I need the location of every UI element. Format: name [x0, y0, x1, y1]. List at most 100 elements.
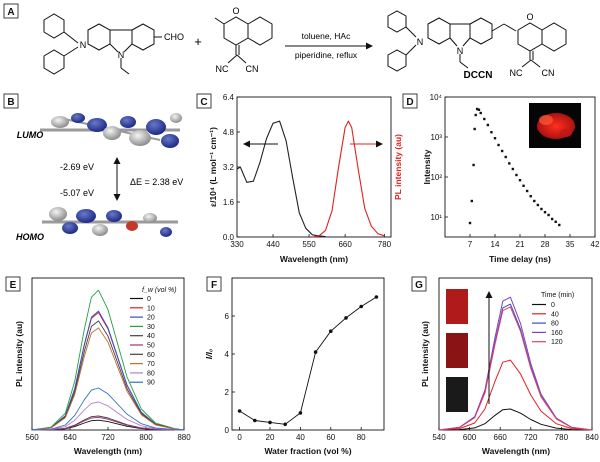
legend-entry: 60: [147, 352, 155, 359]
y-tick-label: 3.2: [223, 163, 235, 172]
product-structure: [387, 10, 567, 72]
r1-aldehyde: CHO: [164, 32, 184, 42]
spectrum-fw-60: [31, 320, 185, 431]
decay-data-point: [470, 199, 473, 203]
decay-data-point: [475, 107, 479, 111]
decay-data-point: [522, 184, 525, 187]
spectrum-time-40: [438, 359, 593, 431]
decay-data-point: [472, 163, 475, 167]
legend-entry: 0: [147, 296, 151, 303]
panel-b-label: B: [7, 97, 14, 108]
panel-e-series: [31, 289, 185, 431]
x-tick-label: 7: [468, 240, 473, 249]
decay-data-point: [536, 203, 540, 207]
panel-d-badge: [402, 93, 418, 109]
photo-dark: [446, 377, 468, 412]
legend-entry: 10: [147, 305, 155, 312]
decay-data-point: [540, 207, 543, 211]
decay-data-point: [525, 189, 529, 193]
energy-gap: ΔE = 2.38 eV: [130, 177, 183, 187]
legend-entry: 0: [551, 302, 555, 309]
y-tick-label: 0: [225, 426, 230, 435]
x-tick-label: 28: [541, 240, 550, 249]
panel-e: E 560 640 720 800 880 f_w (vol %) 0 10 20 30 40 50…: [5, 276, 191, 456]
panel-e-frame: [31, 277, 185, 431]
ratio-data-point: [313, 350, 318, 354]
decay-data-point: [500, 149, 504, 153]
product-carbazole-n: N: [457, 46, 464, 56]
legend-entry: 70: [147, 361, 155, 368]
legend-entry: 120: [551, 339, 563, 346]
spectrum-fw-10: [31, 312, 185, 431]
x-tick-label: 780: [555, 433, 569, 442]
panel-g: G 540 600 660 720 780 840 Time (min) 0 40 80 160 1…: [411, 276, 599, 456]
decay-data-point: [558, 223, 561, 227]
panel-c-yticks: 0.0 1.6 3.2 4.8 6.4: [223, 93, 240, 242]
product-nitrile-left: NC: [510, 68, 523, 78]
panel-e-legend: f_w (vol %) 0 10 20 30 40 50 60 70 80 90: [130, 287, 177, 387]
panel-f-ylabel: I/I₀: [204, 348, 214, 359]
panel-e-xlabel: Wavelength (nm): [74, 446, 142, 456]
panel-a: A N N CHO + O: [3, 3, 567, 81]
panel-e-badge: [5, 276, 21, 292]
panel-f-xticks: 0 20 40 60 80: [237, 427, 366, 442]
spectrum-time-0: [438, 408, 593, 431]
aggregate-photos: [446, 289, 468, 412]
panel-f-xlabel: Water fraction (vol %): [264, 446, 351, 456]
panel-e-xticks: 560 640 720 800 880: [25, 427, 191, 442]
decay-data-point: [554, 220, 557, 223]
lumo-orbital-image: [40, 113, 182, 148]
decay-data-point: [473, 127, 476, 131]
panel-d-ylabel: Intensity: [422, 149, 432, 184]
panel-g-frame: [438, 277, 593, 431]
decay-data-point: [474, 113, 477, 117]
lumo-label: LUMO: [17, 130, 44, 140]
panel-c-ylabel-right: PL intensity (au): [393, 134, 403, 200]
product-nitrile-right: CN: [542, 68, 555, 78]
ratio-data-point: [374, 295, 379, 299]
spectrum-fw-90: [31, 387, 185, 431]
panel-g-series: [438, 296, 593, 431]
x-tick-label: 720: [524, 433, 538, 442]
x-tick-label: 800: [139, 433, 153, 442]
x-tick-label: 14: [491, 240, 500, 249]
r2-nitrile-left: NC: [216, 64, 229, 74]
panel-g-badge: [411, 276, 427, 292]
lumo-energy: -2.69 eV: [60, 162, 94, 172]
panel-f-series: [237, 295, 379, 427]
y-tick-label: 6.4: [223, 93, 235, 102]
panel-b: B LUMO -2.69 eV ΔE = 2.38 eV -5.07 eV: [3, 93, 183, 242]
intensity-ratio-line: [239, 296, 377, 425]
legend-entry: 50: [147, 343, 155, 350]
x-tick-label: 80: [357, 433, 366, 442]
legend-entry: 20: [147, 315, 155, 322]
decay-data-point: [508, 162, 511, 165]
spectrum-fw-30: [31, 289, 185, 431]
y-tick-label: 4.8: [223, 128, 235, 137]
decay-data-point: [511, 167, 515, 171]
y-tick-label: 1.6: [223, 198, 235, 207]
y-tick-label: 0.0: [223, 233, 235, 242]
panel-d-yticks: 10¹ 10² 10³ 10⁴: [430, 93, 448, 222]
x-tick-label: 35: [566, 240, 575, 249]
ratio-data-point: [283, 422, 288, 427]
r2-oxygen: O: [232, 6, 239, 16]
x-tick-label: 0: [237, 433, 242, 442]
decay-data-point: [479, 111, 482, 115]
product-oxygen: O: [526, 12, 533, 22]
ratio-data-point: [253, 418, 257, 423]
x-tick-label: 640: [63, 433, 77, 442]
decay-data-point: [497, 143, 500, 147]
panel-c-badge: [196, 93, 212, 109]
panel-d: D 7 14 21 28 35 42 10¹ 10² 10³ 10⁴ Time delay (n…: [402, 93, 600, 264]
legend-entry: 40: [147, 333, 155, 340]
decay-data-point: [483, 117, 486, 121]
photo-strong-red: [446, 289, 468, 324]
panel-d-label: D: [406, 97, 413, 108]
x-tick-label: 780: [378, 240, 392, 249]
spectrum-fw-20: [31, 310, 185, 431]
x-tick-label: 560: [25, 433, 39, 442]
legend-entry: 90: [147, 380, 155, 387]
reactant-2-structure: [214, 16, 273, 64]
